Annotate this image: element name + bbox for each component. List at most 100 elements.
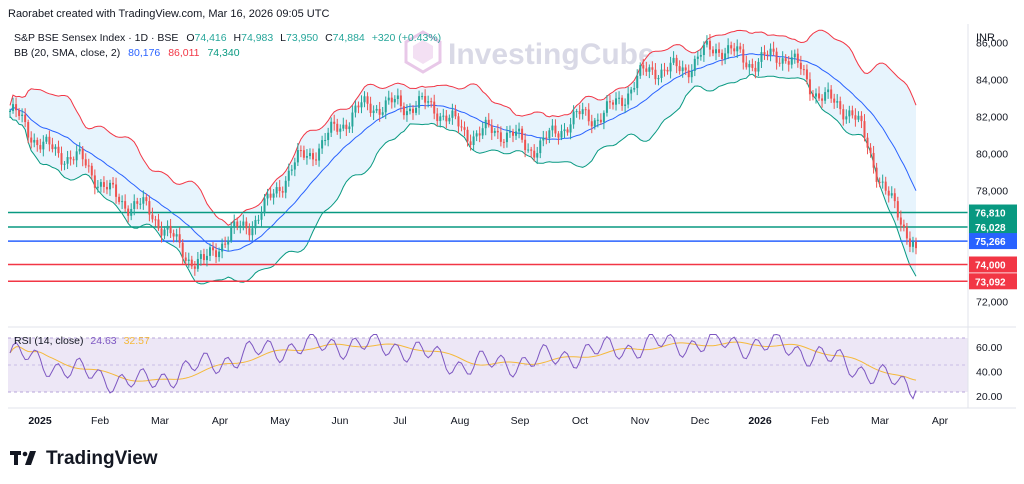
candle-body bbox=[127, 208, 130, 216]
candle-body bbox=[581, 109, 584, 115]
candle-body bbox=[572, 111, 575, 125]
tradingview-brand[interactable]: TradingView bbox=[10, 448, 158, 470]
candle-body bbox=[66, 157, 69, 164]
candle-body bbox=[463, 127, 466, 130]
candle-body bbox=[318, 148, 321, 161]
candle-body bbox=[799, 62, 802, 70]
candle-body bbox=[711, 49, 714, 54]
legend: S&P BSE Sensex Index · 1D · BSE O74,416 … bbox=[14, 32, 441, 59]
candle-body bbox=[481, 128, 484, 136]
candle-body bbox=[287, 170, 290, 181]
candle-body bbox=[475, 133, 478, 137]
candle-body bbox=[536, 153, 539, 158]
candle-body bbox=[902, 224, 905, 228]
candle-body bbox=[602, 112, 605, 123]
candle-body bbox=[669, 62, 672, 72]
candle-body bbox=[251, 228, 254, 236]
candle-body bbox=[651, 67, 654, 70]
candle-body bbox=[136, 201, 139, 204]
candle-body bbox=[378, 108, 381, 115]
candle-body bbox=[48, 136, 51, 145]
candle-body bbox=[915, 241, 917, 249]
candle-body bbox=[869, 147, 872, 153]
candle-body bbox=[293, 162, 296, 170]
candle-body bbox=[360, 102, 363, 108]
candle-body bbox=[672, 57, 675, 63]
candle-body bbox=[42, 141, 45, 150]
candle-body bbox=[181, 242, 184, 258]
candle-body bbox=[442, 115, 445, 117]
candle-body bbox=[675, 57, 678, 67]
candle-body bbox=[75, 151, 78, 161]
candle-body bbox=[212, 247, 215, 251]
candle-body bbox=[887, 190, 890, 196]
candle-body bbox=[321, 140, 324, 149]
candle-body bbox=[39, 145, 42, 150]
candle-body bbox=[557, 133, 560, 138]
candle-body bbox=[781, 58, 784, 64]
candle-body bbox=[178, 234, 181, 243]
candle-body bbox=[366, 96, 369, 104]
candle-body bbox=[312, 153, 315, 160]
candle-body bbox=[515, 131, 518, 136]
time-axis-tick: Apr bbox=[212, 415, 229, 427]
time-axis-tick: Sep bbox=[511, 415, 530, 427]
candle-body bbox=[130, 208, 133, 216]
time-axis-tick: Mar bbox=[151, 415, 170, 427]
candle-body bbox=[269, 193, 272, 198]
candle-body bbox=[69, 157, 72, 160]
candle-body bbox=[851, 110, 854, 116]
candle-body bbox=[802, 69, 805, 71]
candle-body bbox=[9, 110, 11, 112]
candle-body bbox=[454, 110, 457, 117]
candle-body bbox=[563, 129, 566, 132]
candle-body bbox=[593, 120, 596, 127]
candle-body bbox=[633, 88, 636, 90]
time-axis-tick: Feb bbox=[91, 415, 109, 427]
candle-body bbox=[33, 139, 36, 143]
candle-body bbox=[666, 69, 669, 72]
rsi-line bbox=[9, 333, 917, 400]
candle-body bbox=[263, 198, 266, 214]
candle-body bbox=[336, 123, 339, 132]
candle-body bbox=[430, 101, 433, 103]
candle-body bbox=[245, 221, 248, 229]
candle-body bbox=[736, 46, 739, 52]
time-axis-tick: Apr bbox=[932, 415, 949, 427]
candle-body bbox=[718, 49, 721, 53]
currency-label: INR bbox=[976, 32, 995, 44]
candle-body bbox=[642, 65, 645, 69]
price-level-tag-label: 76,028 bbox=[975, 223, 1006, 234]
candle-body bbox=[863, 121, 866, 138]
candle-body bbox=[357, 105, 360, 108]
candle-body bbox=[493, 130, 496, 133]
candle-body bbox=[760, 52, 763, 62]
candle-body bbox=[175, 234, 178, 237]
candle-body bbox=[187, 259, 190, 261]
candle-body bbox=[551, 125, 554, 131]
candle-body bbox=[860, 115, 863, 122]
candle-body bbox=[12, 104, 15, 111]
candle-body bbox=[51, 144, 54, 150]
candle-body bbox=[824, 92, 827, 101]
candle-body bbox=[333, 121, 336, 124]
candle-body bbox=[327, 132, 330, 141]
candle-body bbox=[78, 148, 81, 152]
candle-body bbox=[102, 182, 105, 187]
candle-body bbox=[90, 165, 93, 176]
candle-body bbox=[502, 141, 505, 143]
candle-body bbox=[811, 94, 814, 97]
candle-body bbox=[402, 106, 405, 116]
candle-body bbox=[281, 191, 284, 193]
candle-body bbox=[396, 95, 399, 99]
candle-body bbox=[505, 132, 508, 143]
candle-body bbox=[133, 201, 136, 209]
candle-body bbox=[218, 251, 221, 258]
candle-body bbox=[748, 64, 751, 68]
candle-body bbox=[18, 110, 21, 116]
candle-body bbox=[884, 181, 887, 191]
bb-upper-line bbox=[9, 29, 917, 226]
candle-body bbox=[296, 150, 299, 163]
candle-body bbox=[290, 169, 293, 171]
